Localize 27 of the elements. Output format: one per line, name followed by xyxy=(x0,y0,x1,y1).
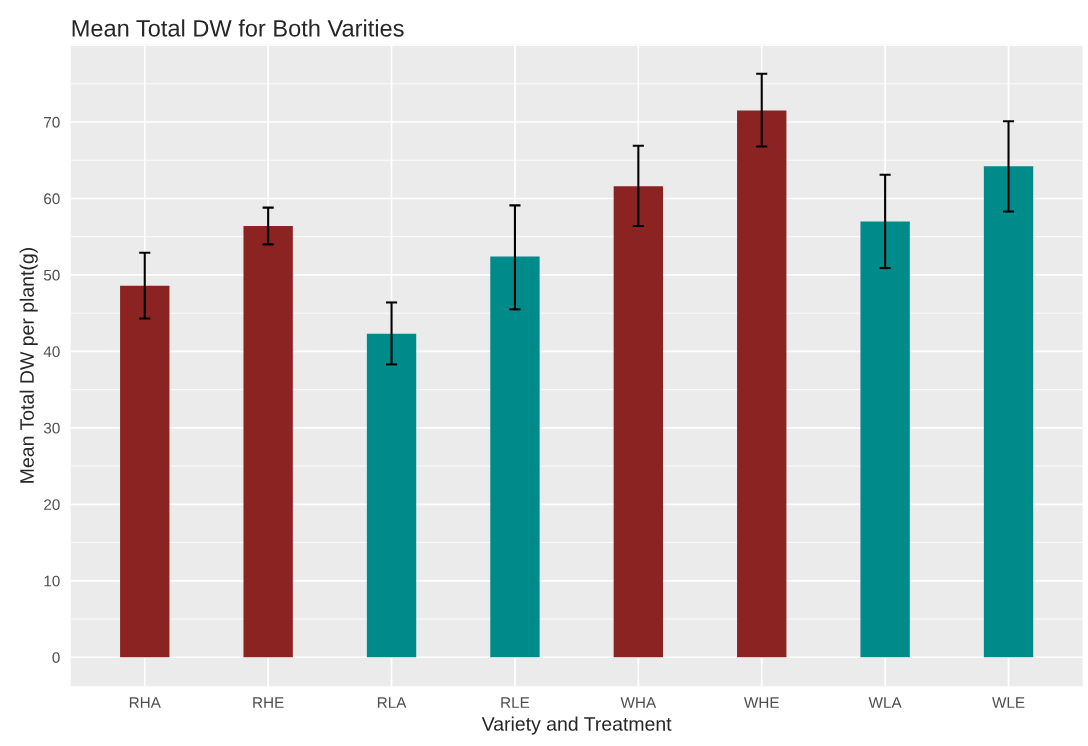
bar xyxy=(860,221,910,658)
bar xyxy=(120,285,170,658)
y-tick-label: 70 xyxy=(44,116,60,128)
x-tick-label: RHE xyxy=(253,697,284,708)
bar xyxy=(243,225,293,658)
x-tick-label: RLE xyxy=(501,697,530,708)
bar xyxy=(613,186,664,658)
y-tick-label: 10 xyxy=(44,575,60,587)
bar xyxy=(737,110,787,658)
x-tick-label: WLE xyxy=(992,697,1025,708)
bar xyxy=(490,256,540,658)
y-tick-label: 30 xyxy=(43,422,60,434)
y-tick-label: 60 xyxy=(44,193,60,205)
x-tick-label: RLA xyxy=(377,697,407,708)
y-tick-label: 20 xyxy=(44,499,60,511)
x-tick-label: WHE xyxy=(743,697,779,708)
x-tick-label: WLA xyxy=(868,697,902,708)
chart-title: Mean Total DW for Both Varities xyxy=(72,19,404,37)
y-tick-label: 40 xyxy=(43,346,60,358)
y-tick-label: 0 xyxy=(52,652,60,663)
y-axis-title: Mean Total DW per plant(g) xyxy=(19,248,38,483)
x-tick-label: WHA xyxy=(620,697,657,708)
bar xyxy=(366,333,417,658)
x-axis-title: Variety and Treatment xyxy=(481,716,672,735)
x-tick-label: RHA xyxy=(129,697,161,708)
bar xyxy=(983,166,1034,658)
y-tick-label: 50 xyxy=(43,269,60,281)
